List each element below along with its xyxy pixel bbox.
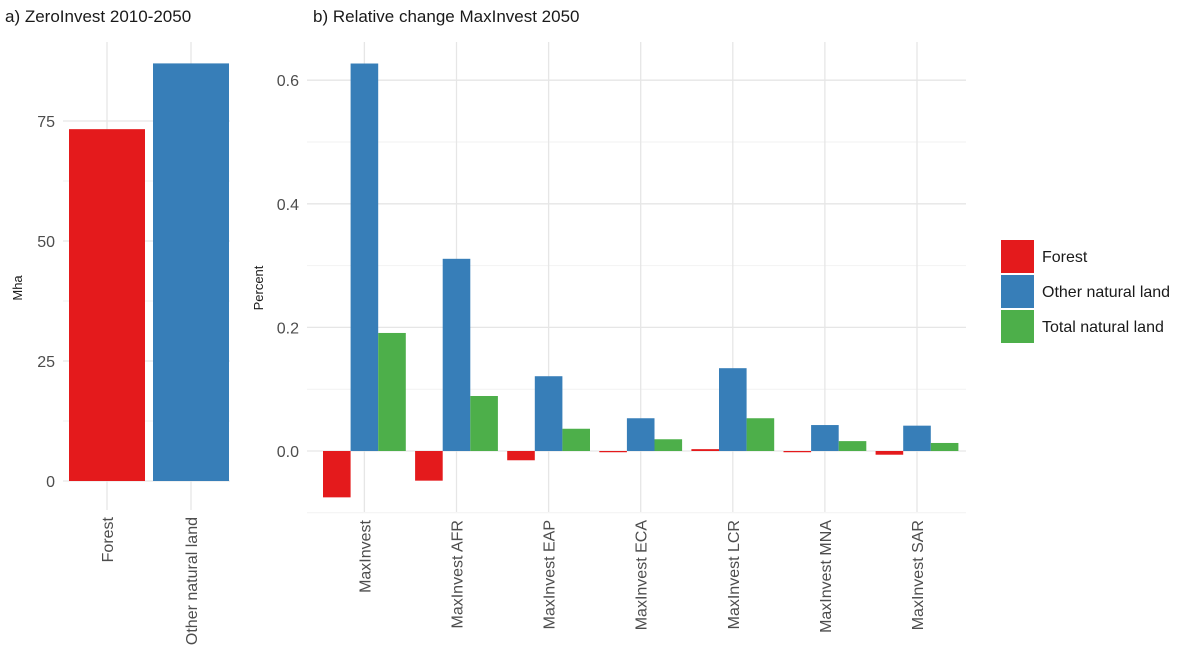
x-tick-label: MaxInvest MNA — [818, 520, 835, 633]
bar — [378, 332, 406, 451]
bar — [470, 395, 498, 451]
panel-a-title: a) ZeroInvest 2010-2050 — [5, 7, 191, 26]
bar — [323, 451, 351, 498]
bar — [838, 441, 867, 451]
bar — [691, 449, 719, 451]
legend: Forest Other natural land Total natural la… — [1001, 240, 1170, 343]
bar — [415, 451, 443, 481]
legend-label: Forest — [1042, 249, 1088, 266]
x-tick-label: MaxInvest AFR — [450, 520, 467, 628]
bar — [930, 442, 959, 451]
x-tick-label: Other natural land — [184, 517, 201, 645]
x-tick-label: MaxInvest LCR — [726, 520, 743, 629]
panel-b-title: b) Relative change MaxInvest 2050 — [313, 7, 580, 26]
y-tick-label: 25 — [37, 354, 55, 371]
panel-a-y-axis-label: Mha — [10, 275, 25, 301]
panel-a: a) ZeroInvest 2010-2050 Mha 0 25 50 75 Fores… — [5, 7, 230, 645]
y-tick-label: 0.4 — [277, 197, 299, 214]
panel-b-y-axis-label: Percent — [251, 265, 266, 310]
bar — [534, 376, 563, 451]
y-tick-label: 0.2 — [277, 320, 299, 337]
x-tick-label: MaxInvest EAP — [542, 520, 559, 629]
y-tick-label: 0.0 — [277, 444, 299, 461]
bar — [626, 418, 655, 451]
bar — [903, 425, 931, 451]
y-tick-label: 75 — [37, 114, 55, 131]
bar — [746, 418, 775, 451]
bar — [507, 451, 535, 461]
bar — [783, 451, 812, 453]
bar — [719, 368, 747, 451]
y-tick-label: 0 — [46, 474, 55, 491]
bar — [654, 439, 683, 451]
y-tick-label: 0.6 — [277, 73, 299, 90]
legend-label: Other natural land — [1042, 284, 1170, 301]
bar — [153, 63, 229, 482]
bar — [875, 451, 904, 455]
bar — [599, 451, 627, 453]
legend-swatch — [1001, 275, 1034, 308]
y-tick-label: 50 — [37, 234, 55, 251]
x-tick-label: Forest — [100, 516, 117, 562]
bar — [562, 428, 590, 451]
bar — [350, 63, 379, 451]
x-tick-label: MaxInvest SAR — [910, 520, 927, 630]
bar — [69, 129, 145, 481]
bar — [442, 258, 471, 451]
legend-swatch — [1001, 240, 1034, 273]
legend-label: Total natural land — [1042, 319, 1164, 336]
x-tick-label: MaxInvest — [357, 519, 374, 592]
bar — [811, 425, 839, 451]
legend-swatch — [1001, 310, 1034, 343]
panel-b: b) Relative change MaxInvest 2050 Percen… — [251, 7, 966, 633]
x-tick-label: MaxInvest ECA — [634, 520, 651, 631]
